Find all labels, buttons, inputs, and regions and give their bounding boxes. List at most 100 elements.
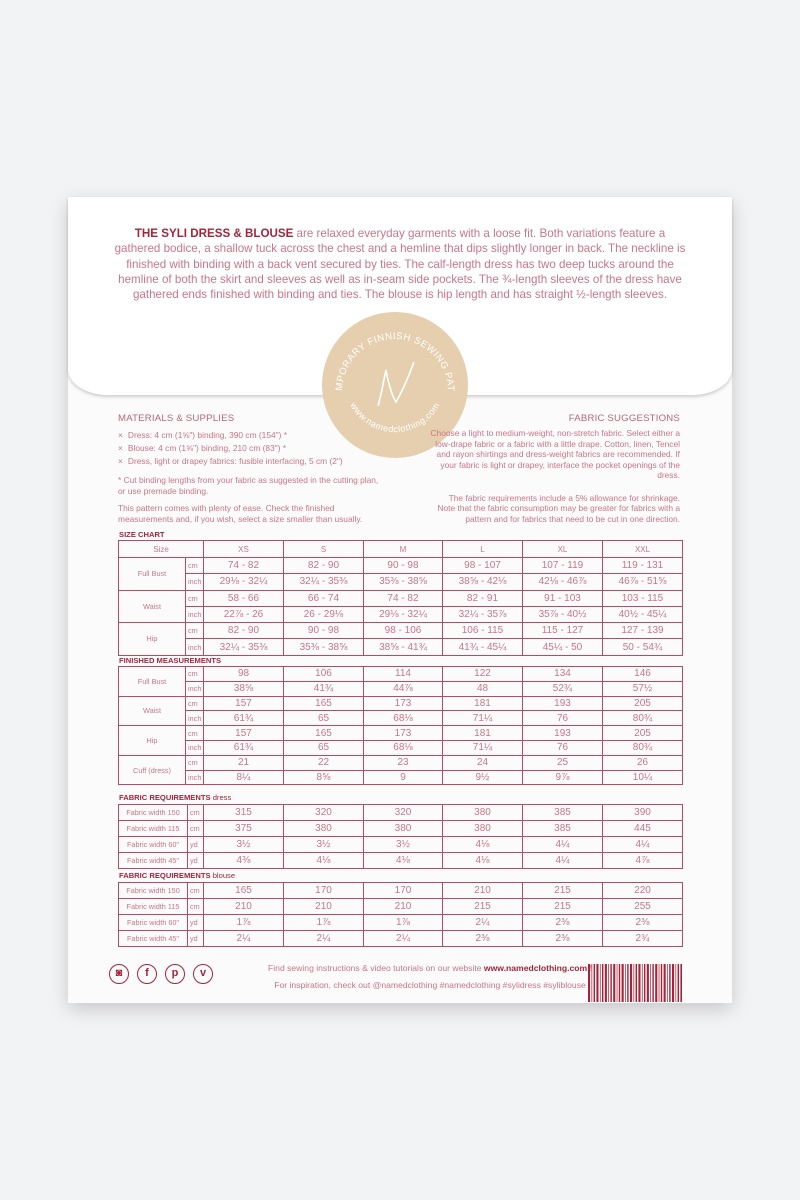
value-cell: 74 - 82 <box>363 589 443 607</box>
value-cell: 210 <box>363 898 443 915</box>
barcode-bar <box>627 964 629 1002</box>
value-cell: 215 <box>522 882 603 899</box>
value-cell: 71¼ <box>442 739 523 756</box>
value-cell: 61¾ <box>203 710 284 727</box>
barcode-bar <box>655 964 658 1002</box>
unit-cell: yd <box>187 852 204 869</box>
value-cell: 173 <box>363 695 443 712</box>
value-cell: 9 <box>363 769 443 786</box>
barcode-bar <box>672 964 675 1002</box>
table-row: Waist cm 58 - 66 66 - 74 74 - 82 82 - 91 91 - … <box>118 589 683 624</box>
unit-cell: cm <box>185 725 204 741</box>
barcode-bar <box>646 964 649 1002</box>
intro-description: THE SYLI DRESS & BLOUSE are relaxed ever… <box>112 226 688 302</box>
table-row: Fabric width 45" yd 2¼ 2¼ 2¼ 2⅜ 2⅜ 2¾ <box>118 930 683 947</box>
value-cell: 2⅜ <box>442 930 523 947</box>
value-cell: 38⅝ - 42⅛ <box>442 573 523 591</box>
row-label: Cuff (dress) <box>118 754 186 786</box>
value-cell: 26 - 29⅛ <box>283 605 364 624</box>
row-label: Hip <box>118 725 186 756</box>
value-cell: 134 <box>522 666 603 682</box>
value-cell: 170 <box>283 882 364 899</box>
value-cell: 65 <box>283 710 364 727</box>
value-cell: 165 <box>203 882 284 899</box>
value-cell: 3½ <box>363 836 443 853</box>
header-cell: XXL <box>602 540 683 558</box>
materials-supplies: MATERIALS & SUPPLIES × Dress: 4 cm (1⅝") … <box>118 413 383 524</box>
value-cell: 157 <box>203 725 284 741</box>
value-cell: 127 - 139 <box>602 622 683 640</box>
materials-heading: MATERIALS & SUPPLIES <box>118 413 235 424</box>
unit-cell: inch <box>185 680 204 697</box>
barcode-bar <box>610 964 612 1002</box>
intro-title: THE SYLI DRESS & BLOUSE <box>134 227 294 240</box>
value-cell: 40½ - 45¼ <box>602 605 683 624</box>
value-cell: 4⅛ <box>442 852 523 869</box>
value-cell: 320 <box>283 804 364 821</box>
value-cell: 181 <box>442 725 523 741</box>
value-cell: 41¾ - 45¼ <box>442 638 523 656</box>
value-cell: 193 <box>522 695 603 712</box>
value-cell: 170 <box>363 882 443 899</box>
row-label: Waist <box>118 589 186 624</box>
unit-cell: cm <box>185 622 204 640</box>
value-cell: 66 - 74 <box>283 589 364 607</box>
value-cell: 205 <box>602 695 683 712</box>
table-row: Full Bust cm 98 106 114 122 134 146 <box>118 666 683 697</box>
value-cell: 82 - 90 <box>283 556 364 575</box>
website-link[interactable]: www.namedclothing.com <box>483 963 588 973</box>
value-cell: 74 - 82 <box>203 556 284 575</box>
unit-cell: cm <box>185 754 204 771</box>
value-cell: 2¼ <box>203 930 284 947</box>
value-cell: 255 <box>602 898 683 915</box>
value-cell: 2¼ <box>363 930 443 947</box>
value-cell: 82 - 90 <box>203 622 284 640</box>
table-row: inch 8¼ 8⅝ 9 9½ 9⅞ 10¼ <box>119 769 683 786</box>
unit-cell: inch <box>185 605 204 624</box>
value-cell: 315 <box>203 804 284 821</box>
unit-cell: cm <box>185 589 204 607</box>
fabric-suggestions-heading: FABRIC SUGGESTIONS <box>568 413 680 424</box>
unit-cell: cm <box>187 804 204 821</box>
value-cell: 68⅛ <box>363 739 443 756</box>
value-cell: 210 <box>283 898 364 915</box>
table-row: inch 38⅝ 41¾ 44⅞ 48 52¾ 57½ <box>119 680 683 697</box>
header-cell: XS <box>203 540 284 558</box>
value-cell: 48 <box>442 680 523 697</box>
value-cell: 35⅜ - 38⅝ <box>283 638 364 656</box>
value-cell: 10¼ <box>602 769 683 786</box>
header-cell: M <box>363 540 443 558</box>
barcode-bar <box>641 964 643 1002</box>
value-cell: 35⅜ - 38⅝ <box>363 573 443 591</box>
value-cell: 8⅝ <box>283 769 364 786</box>
value-cell: 193 <box>522 725 603 741</box>
row-label: Hip <box>118 622 186 656</box>
value-cell: 445 <box>602 820 683 837</box>
row-label: Full Bust <box>118 557 186 591</box>
value-cell: 165 <box>283 725 364 741</box>
binding-note: * Cut binding lengths from your fabric a… <box>118 475 379 496</box>
facebook-icon[interactable]: f <box>137 964 157 984</box>
instagram-icon[interactable]: ◙ <box>109 964 129 984</box>
size-chart-title: SIZE CHART <box>119 530 165 539</box>
value-cell: 50 - 54¾ <box>602 638 683 656</box>
barcode-bar <box>638 964 641 1002</box>
shrinkage-note: The fabric requirements include a 5% all… <box>437 492 680 524</box>
value-cell: 90 - 98 <box>363 556 443 575</box>
value-cell: 1⅞ <box>363 914 443 931</box>
value-cell: 205 <box>602 725 683 741</box>
value-cell: 52¾ <box>522 680 603 697</box>
material-item: × Dress: 4 cm (1⅝") binding, 390 cm (154"… <box>118 430 287 440</box>
table-row: inch 29⅛ - 32¼ 32¼ - 35⅜ 35⅜ - 38⅝ 38⅝ - 42⅛… <box>119 573 683 591</box>
pinterest-icon[interactable]: p <box>165 964 185 984</box>
vimeo-icon[interactable]: v <box>193 964 213 984</box>
value-cell: 45¼ - 50 <box>522 638 603 656</box>
footer-text: Find sewing instructions & video tutoria… <box>230 960 630 994</box>
svg-text:CONTEMPORARY FINNISH SEWING PA: CONTEMPORARY FINNISH SEWING PATTERNS <box>322 312 456 392</box>
table-row: Fabric width 115 cm 210 210 210 215 215 255 <box>118 898 683 915</box>
value-cell: 22 <box>283 754 364 771</box>
value-cell: 375 <box>203 820 284 837</box>
value-cell: 65 <box>283 739 364 756</box>
value-cell: 107 - 119 <box>522 556 603 575</box>
value-cell: 98 - 106 <box>363 622 443 640</box>
